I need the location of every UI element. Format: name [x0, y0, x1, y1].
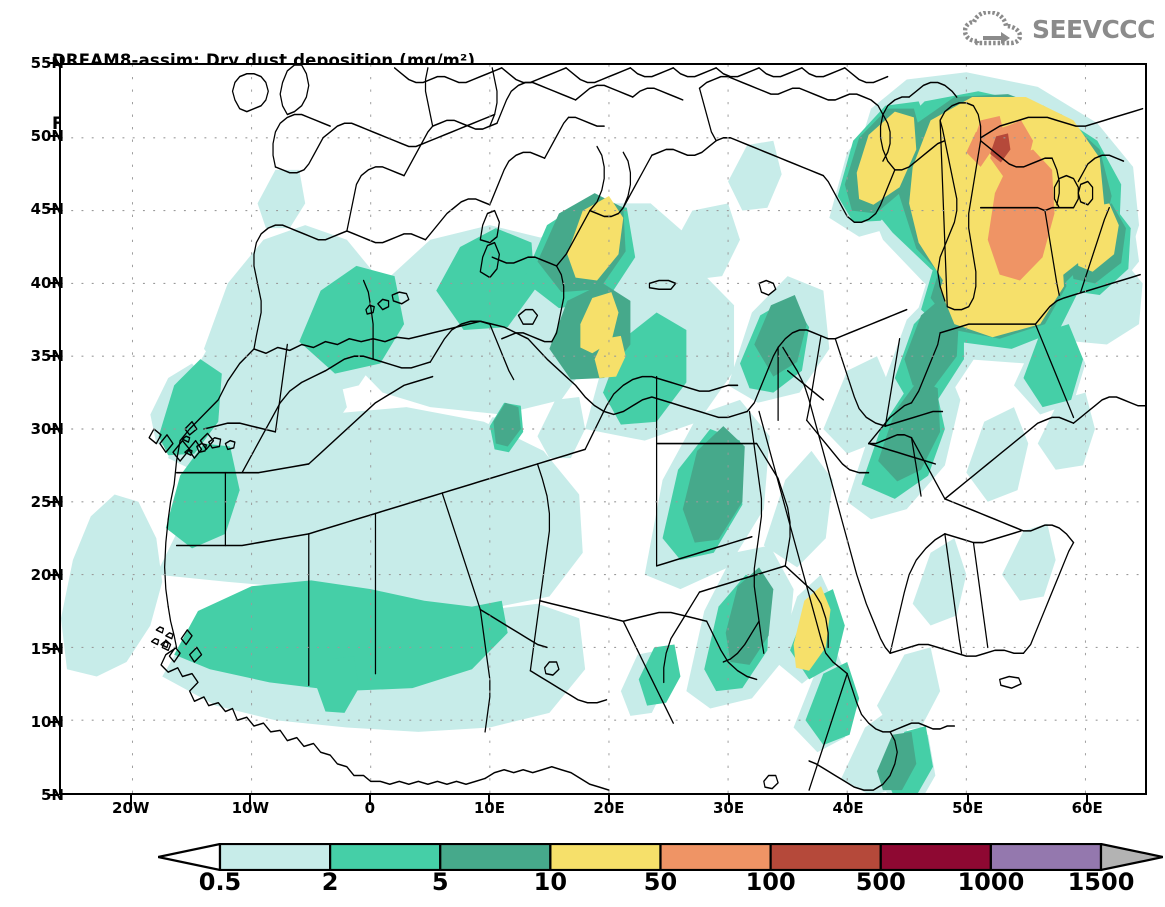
- colorbar-segment: [549, 843, 662, 871]
- latitude-tick-label: 55N: [30, 54, 64, 72]
- longitude-tick-label: 20W: [112, 799, 150, 817]
- longitude-tick: [129, 795, 132, 805]
- latitude-tick: [49, 574, 59, 577]
- longitude-tick: [488, 795, 491, 805]
- colorbar-underflow-arrow: [158, 843, 222, 871]
- seevccc-logo-text: SEEVCCC: [1031, 14, 1156, 44]
- colorbar-tick-label: 50: [643, 868, 678, 896]
- latitude-tick: [49, 720, 59, 723]
- longitude-tick-label: 40E: [832, 799, 864, 817]
- longitude-tick-label: 50E: [952, 799, 984, 817]
- latitude-tick: [49, 428, 59, 430]
- latitude-tick-label: 20N: [30, 566, 64, 585]
- longitude-tick: [727, 795, 730, 805]
- longitude-tick: [607, 795, 610, 805]
- longitude-tick: [1086, 795, 1089, 805]
- colorbar-tick-label: 10: [533, 868, 568, 896]
- colorbar-tick-labels: 0.5 2 5 10 50 100 500 1000 1500: [0, 868, 1165, 904]
- longitude-tick-label: 60E: [1071, 799, 1103, 817]
- colorbar-segment: [329, 843, 442, 871]
- longitude-tick: [368, 795, 371, 805]
- colorbar-segment: [439, 843, 552, 871]
- latitude-tick: [49, 208, 59, 211]
- colorbar-segment: [989, 843, 1103, 871]
- map-gridlines: [61, 65, 1145, 793]
- colorbar-tick-label: 0.5: [198, 868, 242, 896]
- longitude-tick: [847, 795, 850, 805]
- latitude-tick-label: 45N: [30, 200, 64, 219]
- map-outlines: [148, 65, 1145, 791]
- latitude-tick-label: 40N: [30, 273, 64, 292]
- latitude-tick: [49, 794, 59, 796]
- colorbar-tick-label: 100: [745, 868, 796, 896]
- map-plot-area[interactable]: [59, 63, 1147, 795]
- colorbar-tick-label: 500: [855, 868, 906, 896]
- colorbar-tick-label: 2: [321, 868, 339, 896]
- longitude-tick: [966, 795, 969, 805]
- colorbar-segment: [218, 843, 332, 871]
- colorbar-tick-label: 1000: [957, 868, 1025, 896]
- header: DREAM8-assim: Dry dust deposition (mg/m²…: [0, 0, 1165, 133]
- latitude-tick-label: 5N: [41, 786, 64, 804]
- longitude-tick-label: 30E: [712, 799, 745, 817]
- contour-band-100-500: [990, 133, 1011, 163]
- latitude-tick: [49, 354, 59, 357]
- latitude-tick: [49, 62, 59, 64]
- latitude-tick-label: 15N: [30, 639, 64, 658]
- cloud-arrow-icon: [962, 11, 1023, 46]
- latitude-tick: [49, 135, 59, 138]
- longitude-tick-label: 10W: [231, 799, 269, 817]
- latitude-tick-label: 25N: [30, 493, 64, 512]
- longitude-tick-label: 20E: [593, 799, 625, 817]
- latitude-tick: [49, 501, 59, 504]
- colorbar-tick-label: 1500: [1067, 868, 1135, 896]
- colorbar-tick-label: 5: [431, 868, 449, 896]
- latitude-tick-label: 30N: [30, 420, 64, 438]
- latitude-tick: [49, 647, 59, 650]
- longitude-tick: [249, 795, 252, 805]
- colorbar[interactable]: [158, 843, 1163, 871]
- colorbar-swatches: [158, 843, 1163, 871]
- colorbar-overflow-arrow: [1099, 843, 1163, 871]
- latitude-tick-label: 10N: [30, 712, 64, 731]
- longitude-tick-label: 0: [364, 799, 376, 817]
- colorbar-segment: [879, 843, 992, 871]
- seevccc-logo: SEEVCCC: [962, 9, 1156, 49]
- latitude-tick-label: 50N: [30, 127, 64, 146]
- colorbar-segment: [769, 843, 882, 871]
- latitude-tick: [49, 281, 59, 284]
- longitude-tick-label: 10E: [473, 799, 505, 817]
- latitude-tick-label: 35N: [30, 346, 64, 365]
- map-canvas: [61, 65, 1145, 793]
- dust-deposition-field: [61, 65, 1145, 793]
- colorbar-segment: [659, 843, 772, 871]
